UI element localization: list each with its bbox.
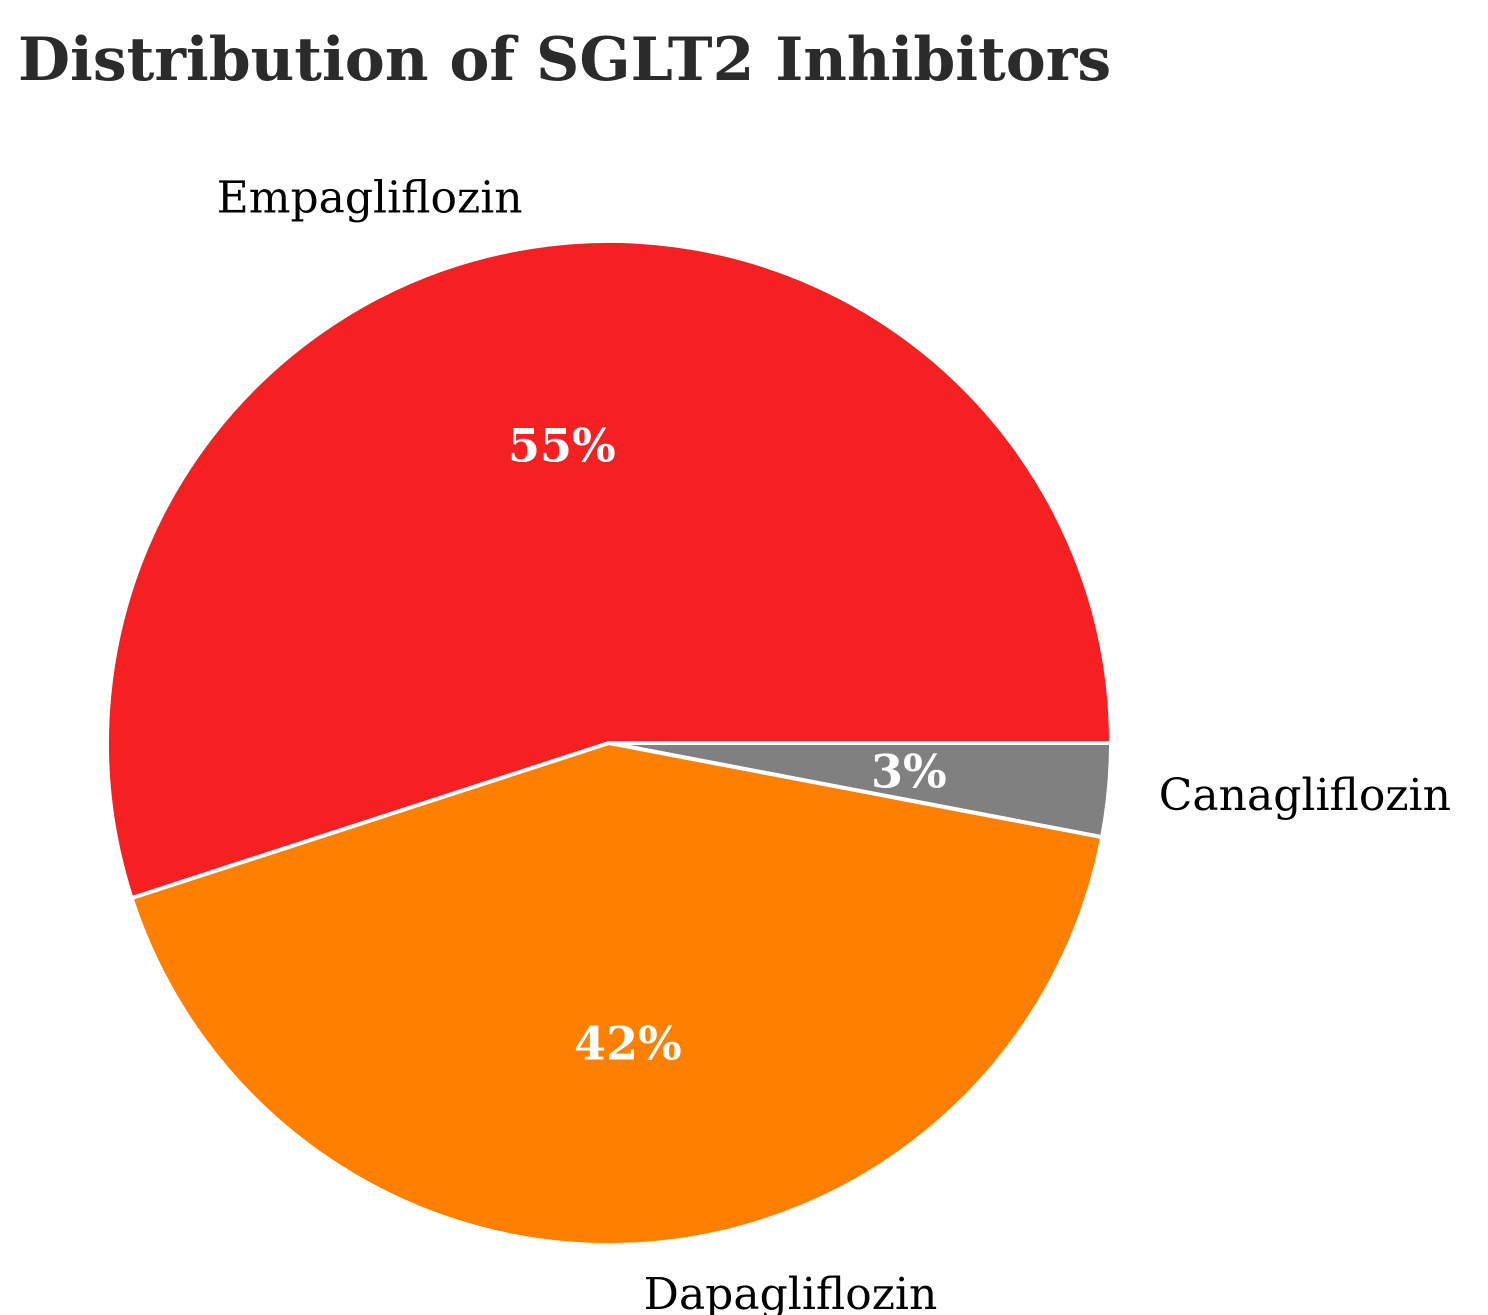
slice-percent-canagliflozin: 3% [871, 744, 947, 798]
pie-slices [105, 239, 1113, 1247]
pie-slice-canagliflozin [607, 741, 1113, 840]
slice-label-empagliflozin: Empagliflozin [217, 173, 523, 224]
slice-percent-dapagliflozin: 42% [574, 1017, 682, 1071]
pie-slice-empagliflozin [105, 239, 1113, 901]
slice-label-dapagliflozin: Dapagliflozin [644, 1269, 938, 1315]
pie-labels: Empagliflozin 55% Dapagliflozin 42% Canaglif… [217, 173, 1451, 1315]
slice-percent-empagliflozin: 55% [508, 419, 616, 473]
pie-slice-dapagliflozin [129, 741, 1105, 1247]
chart-title: Distribution of SGLT2 Inhibitors [18, 25, 1111, 95]
slice-label-canagliflozin: Canagliflozin [1159, 770, 1451, 821]
